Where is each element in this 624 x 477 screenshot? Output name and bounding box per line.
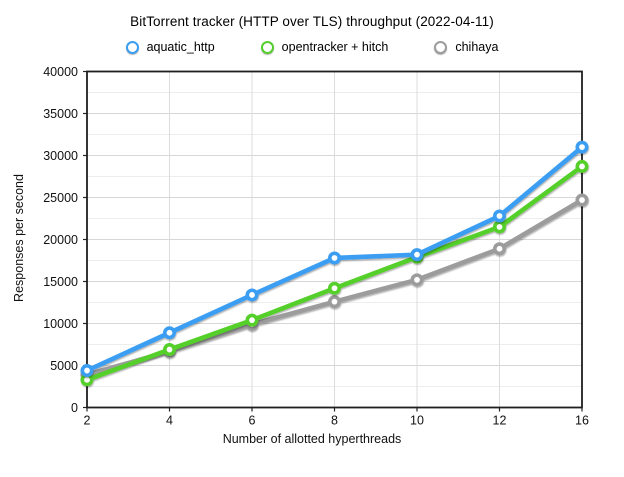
y-tick-label: 35000 — [43, 107, 78, 121]
gridlines — [87, 71, 582, 408]
data-point-marker — [575, 159, 589, 173]
data-point-marker — [163, 326, 177, 340]
tick-labels: 0 5000 10000 15000 20000 25000 30000 35000 40000… — [43, 65, 589, 428]
series-opentracker-hitch — [80, 159, 589, 387]
legend-label: aquatic_http — [146, 40, 215, 54]
data-point-marker — [245, 313, 259, 327]
data-point-marker — [410, 273, 424, 287]
x-tick-label: 4 — [166, 414, 173, 428]
x-axis-title: Number of allotted hyperthreads — [222, 432, 402, 446]
data-point-marker — [327, 295, 341, 309]
series-aquatic-http — [80, 140, 589, 378]
data-point-marker — [575, 140, 589, 154]
plot-border — [86, 70, 583, 409]
chart-legend: aquatic_http opentracker + hitch chihaya — [0, 40, 624, 54]
x-tick-label: 16 — [575, 414, 589, 428]
data-point-marker — [245, 288, 259, 302]
series-marker-icon — [125, 40, 139, 54]
x-tick-label: 10 — [410, 414, 424, 428]
data-point-marker — [163, 343, 177, 357]
y-tick-label: 15000 — [43, 275, 78, 289]
axis-ticks — [83, 70, 583, 412]
y-tick-label: 25000 — [43, 191, 78, 205]
data-point-marker — [492, 209, 506, 223]
x-tick-label: 6 — [249, 414, 256, 428]
legend-item-aquatic-http: aquatic_http — [125, 40, 215, 54]
y-tick-label: 40000 — [43, 65, 78, 79]
legend-label: chihaya — [455, 40, 499, 54]
y-tick-label: 5000 — [50, 359, 78, 373]
legend-item-chihaya: chihaya — [434, 40, 498, 54]
data-point-marker — [492, 220, 506, 234]
y-tick-label: 20000 — [43, 233, 78, 247]
x-tick-label: 12 — [493, 414, 507, 428]
y-tick-label: 10000 — [43, 317, 78, 331]
legend-item-opentracker-hitch: opentracker + hitch — [260, 40, 389, 54]
series-marker-icon — [260, 40, 274, 54]
data-point-marker — [410, 248, 424, 262]
x-tick-label: 2 — [84, 414, 91, 428]
data-point-marker — [80, 364, 94, 378]
y-tick-label: 0 — [71, 401, 78, 415]
series-marker-icon — [434, 40, 448, 54]
legend-label: opentracker + hitch — [281, 40, 389, 54]
y-tick-label: 30000 — [43, 149, 78, 163]
x-tick-label: 8 — [331, 414, 338, 428]
data-point-marker — [327, 281, 341, 295]
data-point-marker — [327, 251, 341, 265]
data-point-marker — [575, 193, 589, 207]
data-point-marker — [492, 242, 506, 256]
chart-title: BitTorrent tracker (HTTP over TLS) throu… — [130, 14, 494, 29]
